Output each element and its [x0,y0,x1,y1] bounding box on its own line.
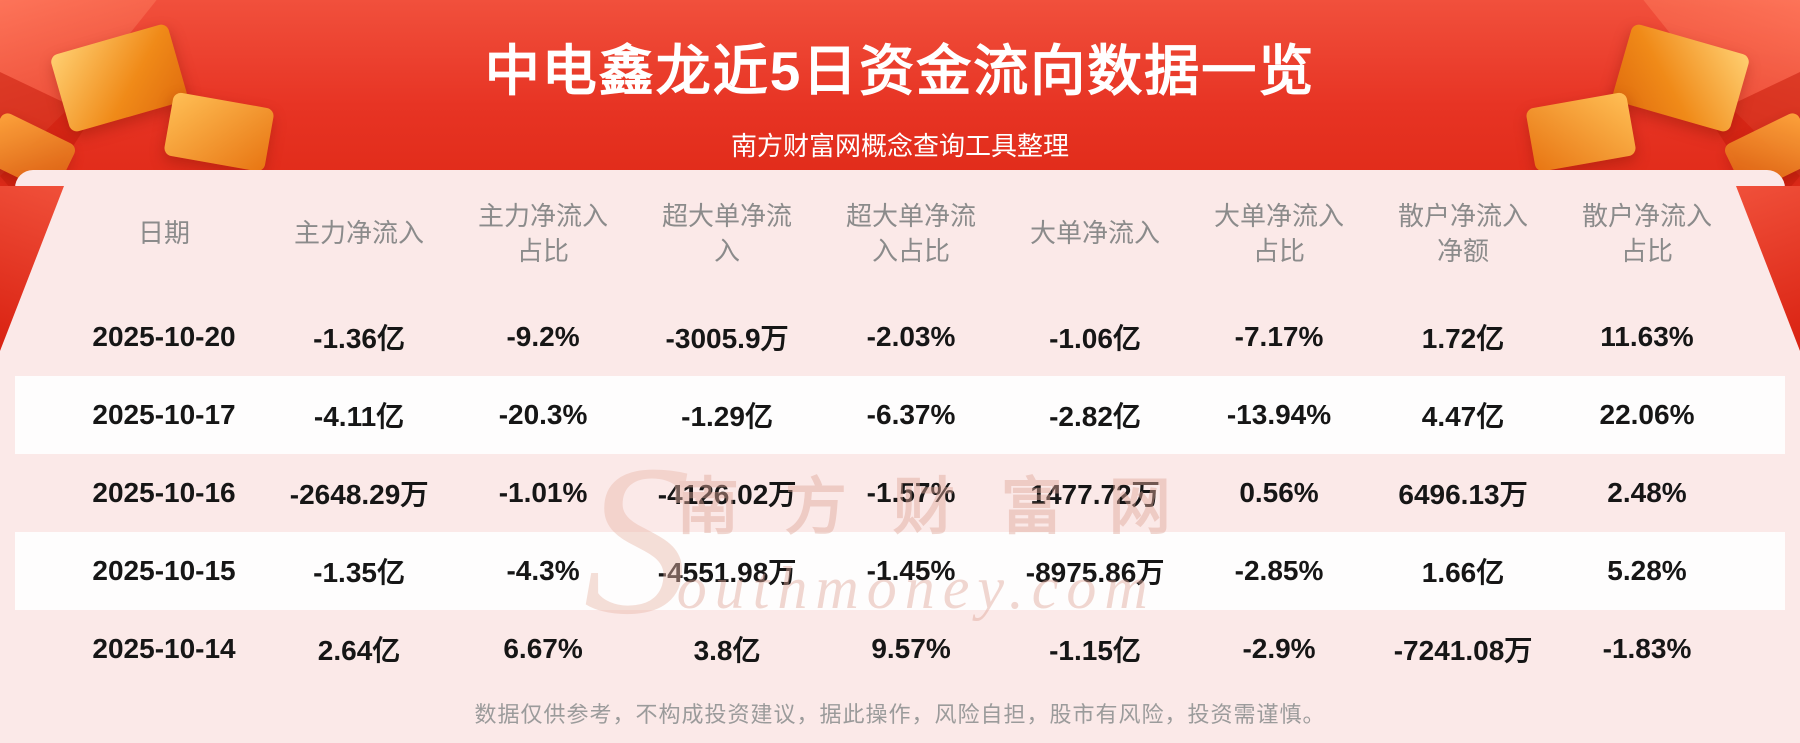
page-subtitle: 南方财富网概念查询工具整理 [730,131,1069,161]
header-retail-net-amount-label: 散户净流入净额 [1398,200,1529,266]
cell-date: 2025-10-14 [92,633,236,664]
data-table-panel: 日期 主力净流入 主力净流入占比 超大单净流入 超大单净流入占比 大单净流入 大… [15,170,1785,743]
cell-main-net-inflow-ratio: -1.01% [498,477,588,508]
cell-super-large-net-inflow-ratio: -2.03% [866,321,956,352]
header-date: 日期 [61,216,267,251]
cell-super-large-net-inflow: -1.29亿 [681,401,773,432]
cell-retail-net-amount: 1.72亿 [1421,323,1505,354]
disclaimer: 数据仅供参考，不构成投资建议，据此操作，风险自担，股市有风险，投资需谨慎。 [474,702,1326,727]
header-main-net-inflow: 主力净流入 [267,216,451,251]
banner: 中电鑫龙近5日资金流向数据一览 南方财富网概念查询工具整理 [0,0,1800,192]
cell-super-large-net-inflow-ratio: 9.57% [871,633,951,664]
cell-date: 2025-10-15 [92,555,236,586]
header-super-large-net-inflow: 超大单净流入 [635,199,819,269]
cell-retail-net-amount: 1.66亿 [1421,557,1505,588]
cell-large-net-inflow: -1.15亿 [1049,635,1141,666]
cell-super-large-net-inflow-ratio: -1.57% [866,477,956,508]
page-title: 中电鑫龙近5日资金流向数据一览 [484,40,1316,102]
cell-large-net-inflow-ratio: -2.9% [1242,633,1316,664]
header-large-net-inflow-ratio-label: 大单净流入占比 [1214,200,1345,266]
cell-main-net-inflow-ratio: -9.2% [506,321,580,352]
banner-decor-left [0,0,340,192]
cell-large-net-inflow-ratio: -2.85% [1234,555,1324,586]
cell-main-net-inflow: -2648.29万 [289,479,429,510]
header-large-net-inflow: 大单净流入 [1003,216,1187,251]
header-main-net-inflow-ratio-label: 主力净流入占比 [478,200,609,266]
cell-retail-net-amount: -7241.08万 [1393,635,1533,666]
cell-super-large-net-inflow-ratio: -6.37% [866,399,956,430]
cell-retail-net-ratio: -1.83% [1602,633,1692,664]
header-retail-net-amount: 散户净流入净额 [1371,199,1555,269]
cell-main-net-inflow-ratio: 6.67% [503,633,583,664]
cell-date: 2025-10-16 [92,477,236,508]
table-header-row: 日期 主力净流入 主力净流入占比 超大单净流入 超大单净流入占比 大单净流入 大… [15,170,1785,298]
cell-super-large-net-inflow: -4126.02万 [657,479,797,510]
cell-super-large-net-inflow-ratio: -1.45% [866,555,956,586]
table-row: 2025-10-16 -2648.29万 -1.01% -4126.02万 -1… [15,454,1785,532]
header-super-large-net-inflow-ratio: 超大单净流入占比 [819,199,1003,269]
cell-retail-net-amount: 6496.13万 [1398,479,1528,510]
cell-large-net-inflow: -8975.86万 [1025,557,1165,588]
header-date-label: 日期 [138,218,191,249]
table-row: 2025-10-17 -4.11亿 -20.3% -1.29亿 -6.37% -… [15,376,1785,454]
header-large-net-inflow-ratio: 大单净流入占比 [1187,199,1371,269]
header-large-net-inflow-label: 大单净流入 [1030,218,1161,249]
header-retail-net-ratio: 散户净流入占比 [1555,199,1739,269]
cell-retail-net-ratio: 5.28% [1607,555,1687,586]
header-retail-net-ratio-label: 散户净流入占比 [1581,200,1712,266]
table-row: 2025-10-15 -1.35亿 -4.3% -4551.98万 -1.45%… [15,532,1785,610]
cell-super-large-net-inflow: -3005.9万 [665,323,789,354]
cell-large-net-inflow-ratio: -13.94% [1226,399,1332,430]
header-main-net-inflow-label: 主力净流入 [294,218,425,249]
table-row: 2025-10-14 2.64亿 6.67% 3.8亿 9.57% -1.15亿… [15,610,1785,688]
cell-date: 2025-10-20 [92,321,236,352]
cell-retail-net-ratio: 22.06% [1599,399,1695,430]
cell-main-net-inflow: -1.36亿 [313,323,405,354]
cell-large-net-inflow-ratio: 0.56% [1239,477,1319,508]
cell-large-net-inflow: 1477.72万 [1030,479,1160,510]
cell-main-net-inflow: -1.35亿 [313,557,405,588]
cell-large-net-inflow-ratio: -7.17% [1234,321,1324,352]
cell-main-net-inflow: -4.11亿 [313,401,405,432]
table-row: 2025-10-20 -1.36亿 -9.2% -3005.9万 -2.03% … [15,298,1785,376]
header-super-large-net-inflow-label: 超大单净流入 [662,200,793,266]
header-main-net-inflow-ratio: 主力净流入占比 [451,199,635,269]
cell-main-net-inflow: 2.64亿 [317,635,401,666]
cell-date: 2025-10-17 [92,399,236,430]
cell-main-net-inflow-ratio: -20.3% [498,399,588,430]
cell-super-large-net-inflow: -4551.98万 [657,557,797,588]
header-super-large-net-inflow-ratio-label: 超大单净流入占比 [846,200,977,266]
cell-retail-net-ratio: 11.63% [1600,321,1694,352]
cell-large-net-inflow: -2.82亿 [1049,401,1141,432]
cell-retail-net-amount: 4.47亿 [1421,401,1505,432]
cell-large-net-inflow: -1.06亿 [1049,323,1141,354]
cell-super-large-net-inflow: 3.8亿 [693,635,761,666]
cell-retail-net-ratio: 2.48% [1607,477,1687,508]
cell-main-net-inflow-ratio: -4.3% [506,555,580,586]
